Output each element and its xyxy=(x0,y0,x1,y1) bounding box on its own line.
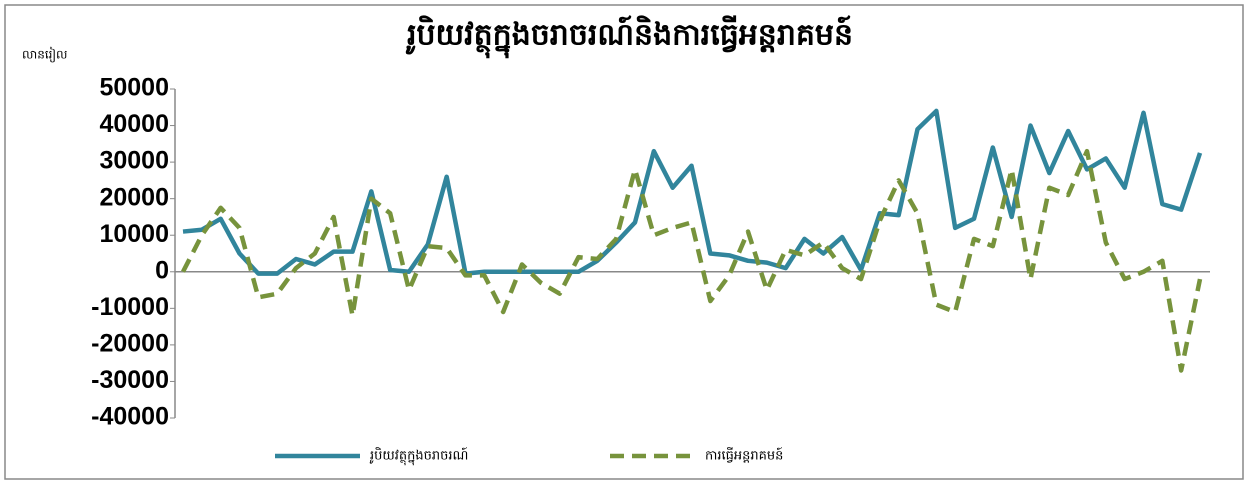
series-line xyxy=(182,108,1203,276)
y-tick-label: 40000 xyxy=(99,110,169,138)
y-tick-label: -10000 xyxy=(91,293,169,321)
y-tick-label: 10000 xyxy=(99,220,169,248)
chart-frame xyxy=(4,4,1244,480)
y-axis-label: លានរៀល xyxy=(22,47,67,63)
y-tick-label: 30000 xyxy=(99,147,169,175)
y-tick-label: 50000 xyxy=(99,74,169,102)
y-tick-label: 20000 xyxy=(99,183,169,211)
y-tick-label: -30000 xyxy=(91,366,169,394)
y-tick-label: 0 xyxy=(155,256,169,284)
legend-label: ការធ្វើអន្តរាគមន៍ xyxy=(705,447,783,464)
chart-title: រូបិយវត្ថុក្នុងចរាចរណ៍និងការធ្វើអន្តរាគម… xyxy=(405,15,853,59)
y-tick-label: -40000 xyxy=(91,403,169,431)
y-tick-label: -20000 xyxy=(91,329,169,357)
legend-label: រូបិយវត្ថុក្នុងចរាចរណ៍ xyxy=(369,447,468,466)
